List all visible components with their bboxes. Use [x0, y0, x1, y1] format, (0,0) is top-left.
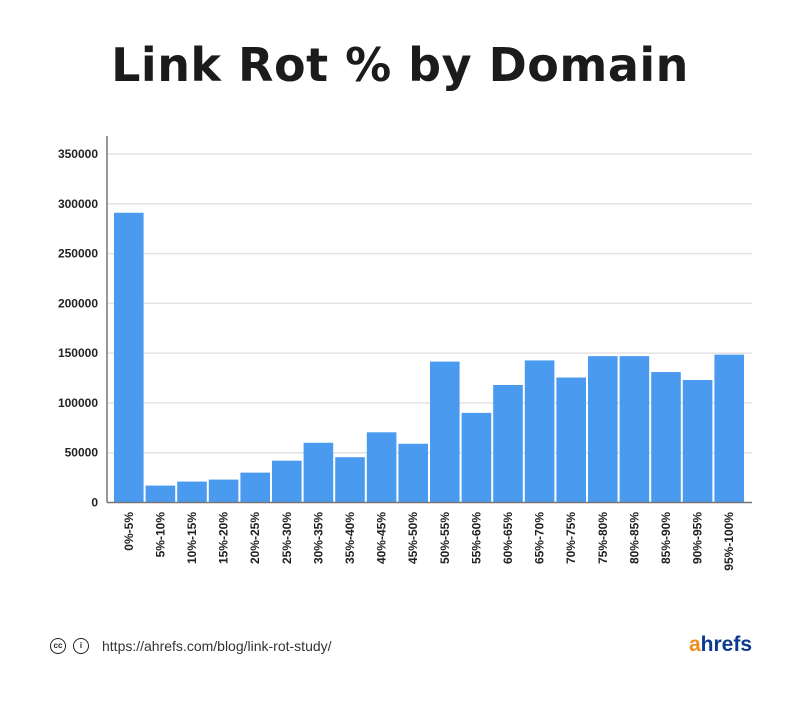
- x-tick-label: 25%-30%: [280, 512, 294, 564]
- x-tick-label: 30%-35%: [311, 512, 325, 564]
- x-tick-label: 50%-55%: [438, 512, 452, 564]
- bar: [556, 377, 586, 503]
- bar: [303, 442, 334, 503]
- x-tick-label: 80%-85%: [627, 512, 641, 564]
- bar: [714, 354, 744, 503]
- x-tick-label: 95%-100%: [722, 512, 736, 571]
- bar: [493, 385, 523, 503]
- y-tick-label: 100000: [58, 396, 98, 410]
- x-tick-label: 65%-70%: [533, 512, 547, 564]
- bar: [430, 361, 460, 503]
- source-url[interactable]: https://ahrefs.com/blog/link-rot-study/: [102, 638, 332, 654]
- x-tick-label: 15%-20%: [217, 512, 231, 564]
- y-tick-label: 250000: [58, 247, 98, 261]
- bar: [524, 360, 555, 503]
- x-tick-label: 60%-65%: [501, 512, 515, 564]
- x-tick-label: 45%-50%: [406, 512, 420, 564]
- bar: [272, 460, 302, 503]
- x-tick-label: 85%-90%: [659, 512, 673, 564]
- x-tick-label: 10%-15%: [185, 512, 199, 564]
- attribution-icon: i: [73, 638, 89, 654]
- x-tick-label: 70%-75%: [564, 512, 578, 564]
- bar: [461, 412, 492, 503]
- y-tick-label: 50000: [65, 446, 99, 460]
- y-tick-label: 300000: [58, 197, 98, 211]
- bar: [208, 479, 239, 503]
- x-tick-label: 20%-25%: [248, 512, 262, 564]
- y-tick-label: 0: [91, 496, 98, 510]
- bar: [335, 457, 365, 503]
- x-tick-label: 90%-95%: [691, 512, 705, 564]
- ahrefs-logo: ahrefs: [688, 633, 752, 656]
- bar: [145, 485, 176, 503]
- x-tick-label: 0%-5%: [122, 512, 136, 551]
- bar: [240, 472, 270, 503]
- x-tick-label: 75%-80%: [596, 512, 610, 564]
- bar: [366, 432, 397, 503]
- x-tick-label: 40%-45%: [375, 512, 389, 564]
- y-tick-label: 350000: [58, 147, 98, 161]
- bar: [651, 372, 681, 503]
- chart-title: Link Rot % by Domain: [111, 38, 689, 92]
- y-tick-label: 150000: [58, 346, 98, 360]
- bar: [398, 443, 428, 503]
- x-tick-label: 55%-60%: [469, 512, 483, 564]
- bar: [114, 212, 144, 503]
- x-tick-label: 35%-40%: [343, 512, 357, 564]
- bar: [177, 481, 207, 503]
- creative-commons-icon: cc: [50, 638, 66, 654]
- bar: [588, 356, 618, 503]
- y-tick-label: 200000: [58, 296, 98, 310]
- bar: [682, 380, 713, 503]
- x-tick-label: 5%-10%: [153, 512, 167, 558]
- bar: [619, 356, 650, 503]
